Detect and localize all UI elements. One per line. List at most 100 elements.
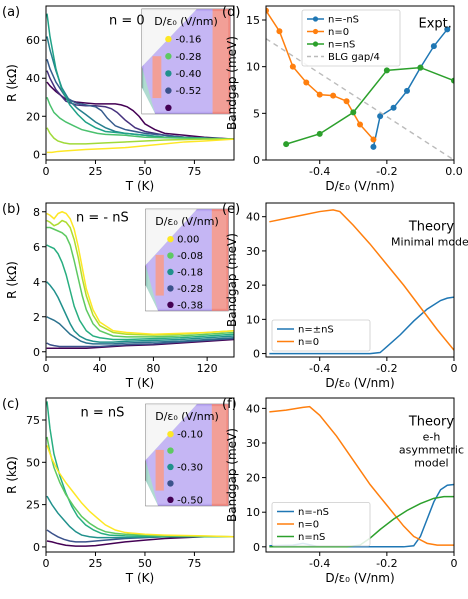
chart-c: 0 25 50 75 0 25 50 75 T (K) R (kΩ) (c) D/ε₀ (V/nm) -… [2, 397, 235, 585]
y-tick-label: 40 [246, 402, 260, 415]
x-tick-label: -0.4 [309, 557, 330, 570]
series-line-0 [46, 338, 234, 349]
series-line-3 [266, 38, 454, 160]
x-tick-label: 120 [197, 362, 218, 375]
inset-legend-label: -0.38 [177, 300, 203, 311]
chart-f: -0.4 -0.2 0 0 10 20 30 40 D/ε₀ (V/nm) Bandgap (me… [222, 397, 464, 585]
legend-label: BLG gap/4 [328, 52, 380, 63]
x-axis-label: T (K) [125, 571, 154, 585]
panel-annotation-sub: Minimal model [391, 236, 468, 249]
x-tick-label: 0 [451, 362, 458, 375]
inset-legend-label: -0.52 [175, 86, 201, 97]
series-line-2 [46, 316, 234, 345]
inset-legend-label: -0.50 [177, 495, 203, 506]
chart-b: 0 40 80 120 0 2 4 6 8 T (K) R (kΩ) (b) D/ε₀ (V/nm) 0.… [2, 202, 235, 390]
legend-label: n=0 [298, 337, 319, 348]
inset-legend-marker [167, 430, 174, 438]
legend-marker [312, 16, 319, 22]
series-line-1 [269, 209, 454, 351]
legend-frame [271, 502, 371, 547]
chart-a: 0 25 50 75 0 20 40 60 T (K) R (kΩ) (a) D/ε₀ (V/nm) -… [2, 5, 235, 193]
x-tick-label: 25 [88, 165, 102, 178]
inset-region [145, 285, 159, 311]
y-tick-label: 30 [246, 437, 260, 450]
panel-annotation: Theory [408, 220, 454, 235]
inset-region [145, 404, 229, 506]
inset-legend-marker [167, 496, 174, 503]
x-tick-label: 40 [93, 362, 107, 375]
panel-label: (f) [222, 397, 237, 412]
inset-label-panel [143, 11, 229, 112]
data-point [377, 113, 384, 120]
y-tick-label: 0 [33, 346, 40, 359]
y-tick-label: 20 [26, 110, 40, 123]
data-point [370, 136, 377, 143]
x-tick-label: -0.2 [376, 557, 397, 570]
panel-annotation-sub: e-h [423, 431, 441, 444]
data-point [430, 43, 437, 50]
panel-annotation: n = - nS [76, 210, 129, 225]
x-tick-label: 0.0 [445, 165, 463, 178]
y-tick-label: 0 [253, 154, 260, 167]
inset-legend-marker [167, 285, 174, 292]
series-line-3 [46, 281, 234, 343]
series-line-6 [46, 219, 234, 336]
inset-legend-label: -0.28 [175, 52, 201, 63]
series-line-3 [46, 401, 234, 538]
y-tick-label: 10 [246, 61, 260, 74]
data-point [316, 130, 323, 137]
y-tick-label: 10 [246, 313, 260, 326]
inset-b: D/ε₀ (V/nm) 0.00 -0.08 -0.18 -0.28 -0.38 [145, 208, 229, 311]
inset-region [141, 9, 197, 67]
data-point [276, 28, 283, 35]
inset-legend-marker [167, 235, 174, 243]
y-tick-label: 4 [33, 276, 40, 289]
data-point [390, 104, 397, 111]
panel-annotation: n = nS [80, 405, 124, 420]
data-point [289, 63, 296, 70]
y-tick-label: 40 [26, 72, 40, 85]
inset-legend-marker [167, 463, 174, 471]
series-group [269, 209, 454, 355]
inset-legend-label: -0.08 [177, 251, 203, 262]
panel-label: (c) [2, 397, 19, 412]
data-point [357, 121, 363, 128]
data-point [330, 92, 337, 99]
legend-marker [312, 28, 319, 35]
legend-frame [301, 9, 401, 67]
data-point [417, 64, 424, 71]
axes-frame [45, 5, 235, 161]
series-group [46, 13, 234, 154]
x-tick-label: 80 [146, 362, 160, 375]
chart-e: -0.4 -0.2 0 0 10 20 30 40 D/ε₀ (V/nm) Bandgap (me… [222, 202, 468, 390]
x-tick-label: -0.4 [309, 362, 330, 375]
panel-annotation: Theory [408, 415, 454, 430]
inset-label-panel [147, 406, 227, 504]
inset-legend-label: -0.10 [177, 430, 203, 441]
y-tick-label: 20 [246, 279, 260, 292]
y-axis-label: Bandgap (meV) [225, 36, 239, 130]
legend-label: n=nS [298, 532, 325, 543]
inset-region [155, 449, 164, 491]
x-tick-label: 25 [88, 557, 102, 570]
data-point [444, 26, 451, 33]
legend-label: n=nS [328, 40, 355, 51]
panel-label: (e) [222, 202, 240, 217]
series-line-7 [46, 138, 234, 154]
legend-frame [271, 319, 371, 352]
series-line-0 [46, 536, 234, 547]
y-axis-label: Bandgap (meV) [225, 233, 239, 327]
series-line-7 [46, 210, 234, 336]
y-tick-label: 75 [26, 414, 40, 427]
axes-frame [265, 202, 455, 358]
series-line-0 [269, 296, 454, 355]
panel-annotation: Expt. [419, 17, 452, 32]
inset-region [211, 209, 229, 311]
inset-legend-marker [165, 35, 172, 43]
inset-legend-label: -0.30 [177, 462, 203, 473]
series-line-5 [46, 96, 234, 140]
y-tick-label: 2 [33, 311, 40, 324]
panel-annotation-sub: model [414, 457, 448, 470]
